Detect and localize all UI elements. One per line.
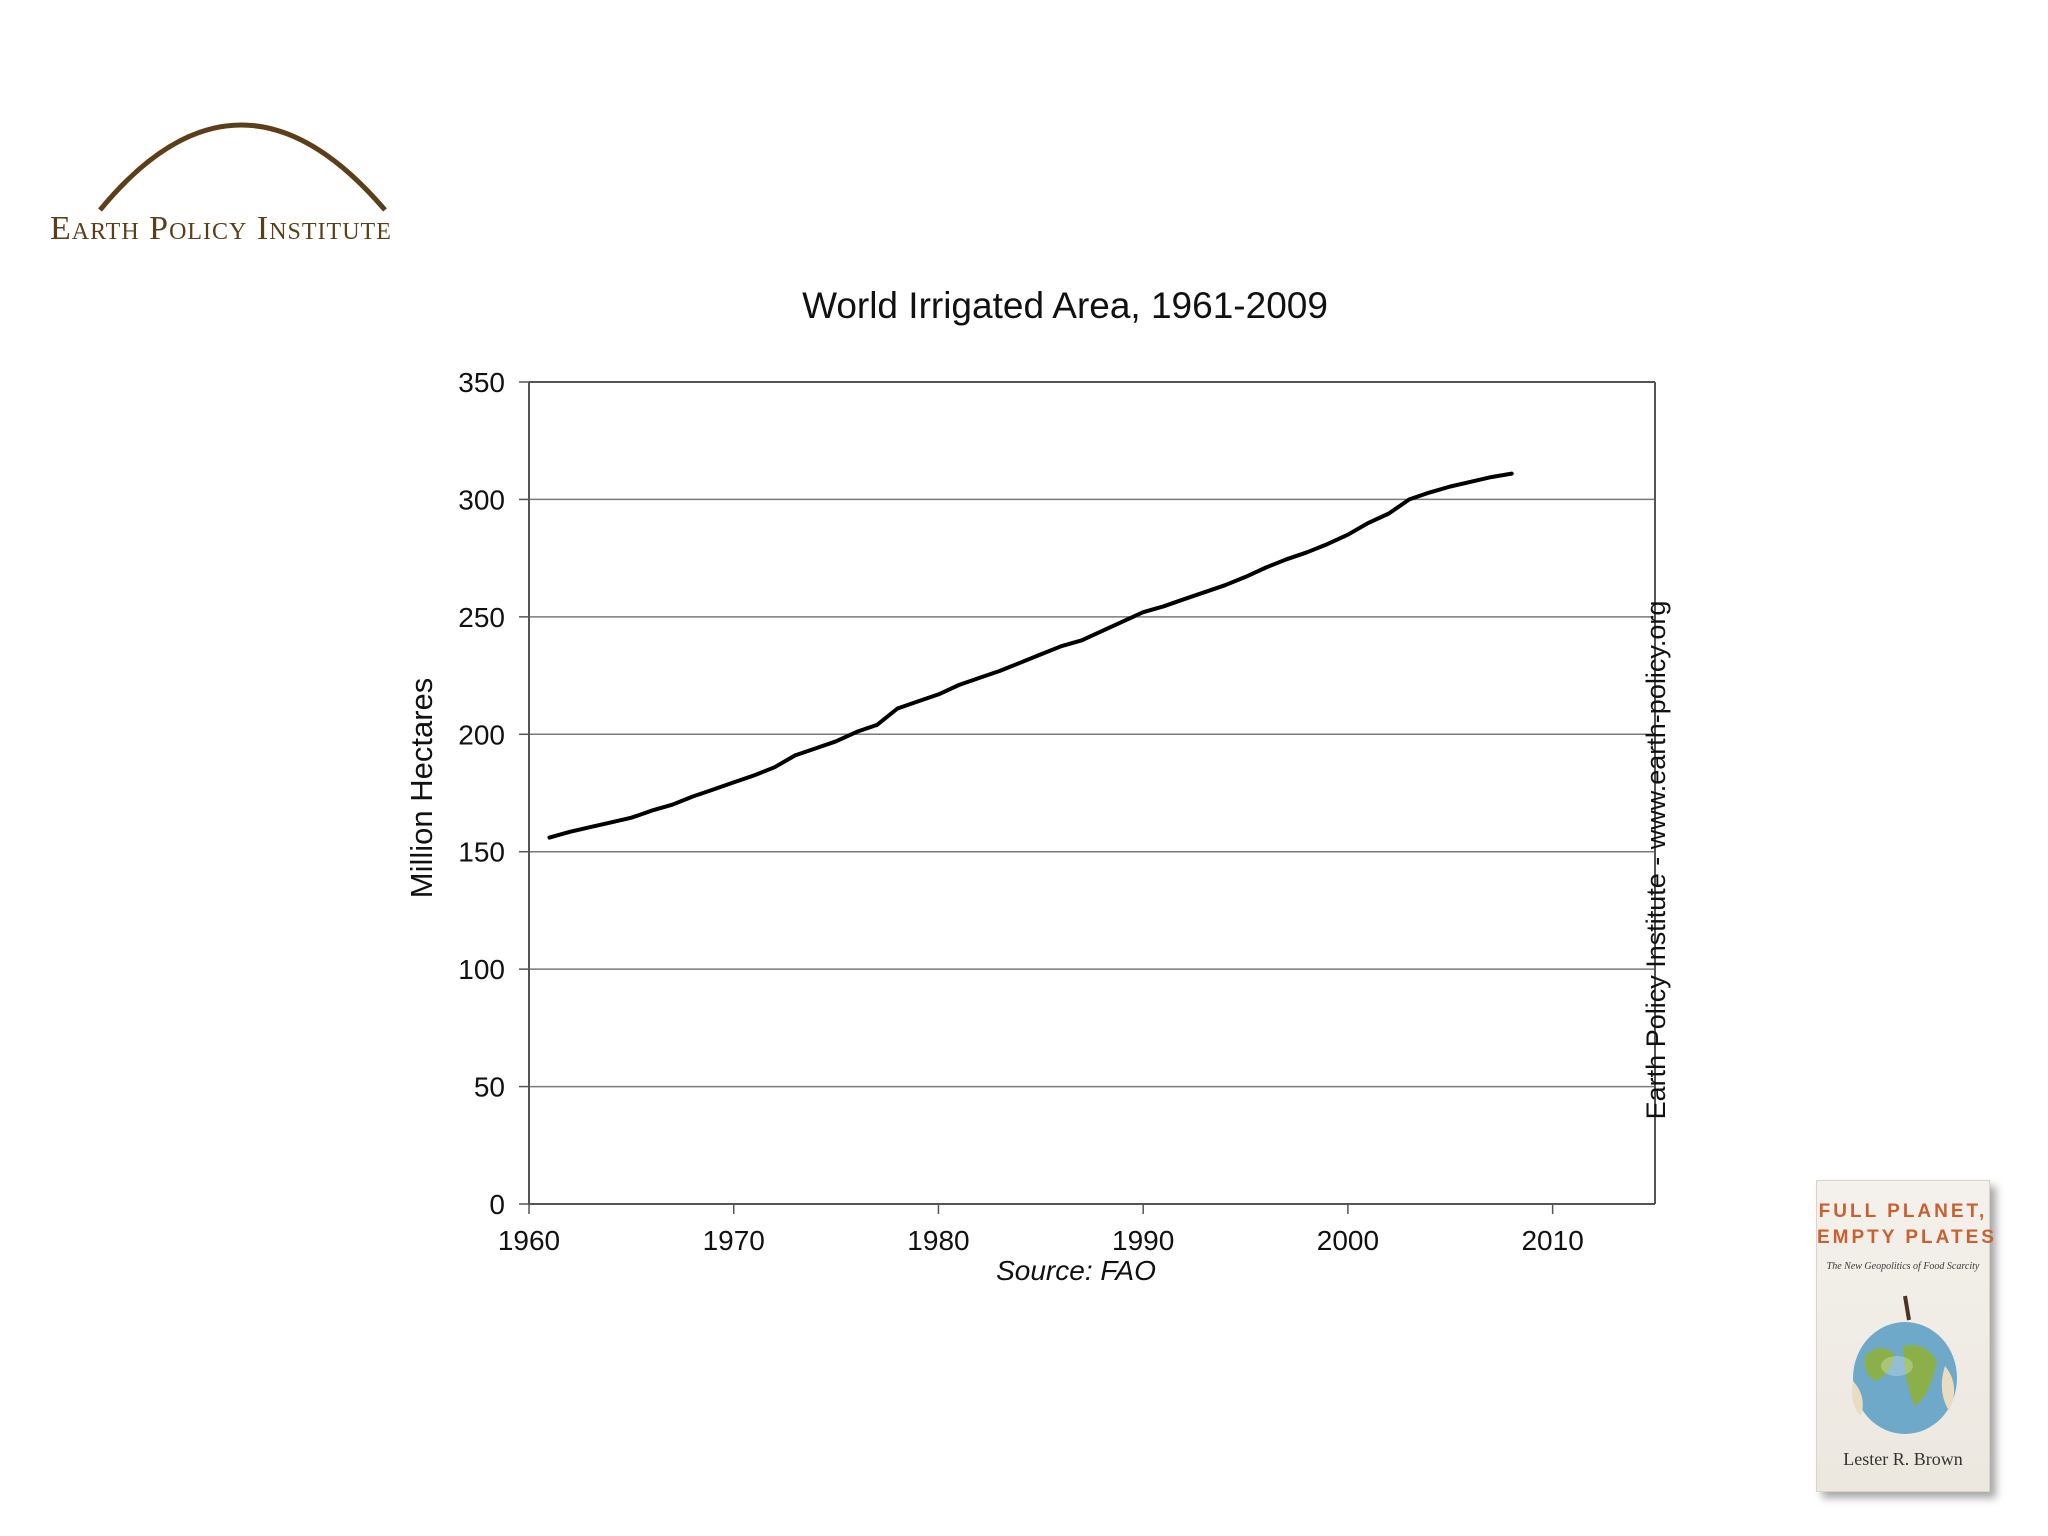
x-tick-label: 1970 bbox=[703, 1225, 765, 1256]
y-tick-label: 100 bbox=[458, 954, 505, 985]
series-line bbox=[547, 471, 1514, 840]
x-tick-labels: 1960 1970 1980 1990 2000 2010 bbox=[498, 1225, 1584, 1256]
axes bbox=[519, 381, 1656, 1214]
y-tick-label: 0 bbox=[489, 1189, 505, 1220]
x-tick-label: 1960 bbox=[498, 1225, 560, 1256]
series-layer bbox=[547, 471, 1514, 840]
y-tick-label: 350 bbox=[458, 367, 505, 398]
book-subtitle: The New Geopolitics of Food Scarcity bbox=[1826, 1261, 1980, 1272]
book-title-line1: FULL PLANET, bbox=[1818, 1201, 1988, 1222]
logo-label: Earth Policy Institute bbox=[50, 210, 392, 247]
book-title-line2: EMPTY PLATES bbox=[1817, 1227, 1997, 1248]
logo-arc-icon bbox=[98, 122, 387, 212]
x-tick-label: 2000 bbox=[1317, 1225, 1379, 1256]
y-tick-label: 200 bbox=[458, 719, 505, 750]
x-tick-label: 2010 bbox=[1521, 1225, 1583, 1256]
x-tick-label: 1990 bbox=[1112, 1225, 1174, 1256]
book-cover: FULL PLANET, EMPTY PLATES The New Geopol… bbox=[1816, 1180, 1997, 1492]
x-tick-label: 1980 bbox=[907, 1225, 969, 1256]
y-tick-labels: 0 50 100 150 200 250 300 350 bbox=[458, 367, 505, 1220]
earth-policy-logo bbox=[98, 122, 387, 212]
side-note: Earth Policy Institute - www.earth-polic… bbox=[1641, 601, 1671, 1120]
y-axis-label: Million Hectares bbox=[404, 678, 439, 899]
source-note: Source: FAO bbox=[996, 1255, 1156, 1286]
chart-title: World Irrigated Area, 1961-2009 bbox=[802, 285, 1328, 326]
book-author: Lester R. Brown bbox=[1843, 1449, 1963, 1469]
apple-globe-icon bbox=[1852, 1295, 1957, 1434]
y-tick-label: 250 bbox=[458, 602, 505, 633]
y-tick-label: 300 bbox=[458, 484, 505, 515]
grid-lines bbox=[529, 381, 1655, 1088]
y-tick-label: 50 bbox=[474, 1072, 505, 1103]
logo-text: Earth Policy Institute bbox=[50, 210, 392, 248]
y-tick-label: 150 bbox=[458, 837, 505, 868]
